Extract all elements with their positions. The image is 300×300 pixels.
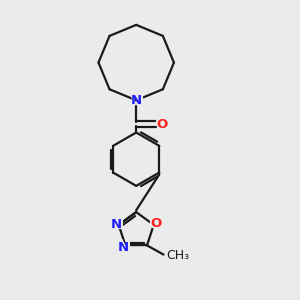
Text: N: N: [116, 238, 131, 256]
Text: N: N: [111, 218, 122, 231]
Text: N: N: [118, 241, 129, 254]
Text: O: O: [154, 115, 169, 133]
Text: N: N: [130, 94, 142, 107]
Text: N: N: [129, 91, 143, 109]
Text: N: N: [109, 215, 124, 233]
Text: O: O: [156, 118, 168, 131]
Text: CH₃: CH₃: [166, 249, 190, 262]
Text: O: O: [150, 218, 161, 230]
Text: O: O: [148, 215, 163, 233]
